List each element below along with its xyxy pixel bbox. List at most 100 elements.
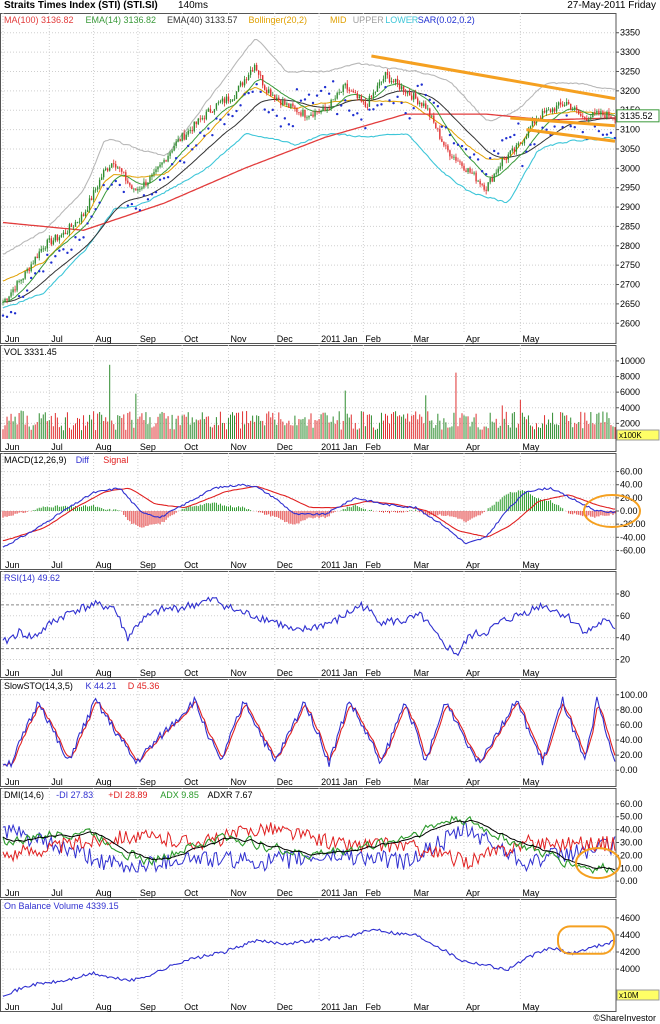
price-candle-body: [606, 111, 608, 119]
price-candle-body: [519, 143, 522, 145]
sar-dot: [134, 207, 138, 210]
month-label: Nov: [230, 777, 247, 787]
sar-dot: [191, 148, 194, 151]
sar-dot: [106, 187, 109, 191]
y-tick-label: 2000: [620, 418, 640, 428]
trendline: [371, 54, 616, 101]
sar-dot: [569, 125, 572, 128]
price-candle-body: [423, 103, 425, 106]
month-label: Jul: [51, 668, 63, 678]
sar-dot: [553, 125, 556, 128]
sar-dot: [62, 248, 65, 251]
price-candle-body: [141, 187, 143, 189]
sar-dot: [138, 209, 142, 212]
price-candle-body: [406, 92, 409, 94]
sar-dot: [94, 208, 97, 211]
price-candle-body: [398, 83, 401, 90]
y-tick-label: 2900: [620, 202, 640, 212]
price-candle-body: [189, 130, 191, 131]
price-candle-body: [197, 118, 199, 125]
price-candle-body: [491, 177, 493, 182]
sar-dot: [54, 255, 57, 258]
price-candle-body: [598, 110, 600, 115]
price-candle-body: [614, 117, 616, 120]
price-candle-body: [247, 74, 250, 80]
price-candle-body: [390, 81, 393, 83]
price-candle-body: [421, 102, 423, 106]
price-candle-body: [322, 107, 324, 111]
month-label: Mar: [414, 560, 430, 570]
price-candle-body: [82, 214, 85, 217]
sar-dot: [432, 101, 436, 104]
sar-dot: [525, 150, 528, 153]
sar-dot: [356, 112, 359, 115]
price-candle-body: [457, 160, 459, 162]
legend-item: On Balance Volume 4339.15: [4, 901, 119, 911]
price-candle-body: [171, 150, 173, 153]
month-label: Feb: [365, 1002, 381, 1012]
price-candle-body: [582, 115, 584, 118]
price-candle-body: [286, 103, 288, 105]
price-candle-body: [459, 161, 461, 163]
month-label: Feb: [365, 668, 381, 678]
y-tick-label: 2950: [620, 183, 640, 193]
month-label: Apr: [466, 334, 480, 344]
price-candle-body: [213, 109, 216, 113]
panel-stochastic: 0.00 20.00 40.00 60.00 80.00 100.00 Jun Jul Aug S…: [0, 679, 648, 787]
price-candle-body: [165, 160, 167, 162]
price-candle-body: [145, 181, 147, 186]
price-candle-body: [20, 280, 22, 282]
price-candle-body: [58, 237, 61, 241]
y-tick-label: 4600: [620, 913, 640, 923]
y-tick-label: 60.00: [620, 467, 643, 477]
price-candle-body: [437, 128, 439, 130]
month-label: Aug: [96, 1002, 112, 1012]
legend-item: Signal: [103, 455, 128, 465]
month-label: Jul: [51, 888, 63, 898]
price-candle-body: [219, 101, 222, 103]
price-candle-body: [300, 112, 302, 116]
price-candle-body: [302, 109, 304, 116]
price-candle-body: [356, 93, 359, 99]
price-candle-body: [241, 82, 244, 86]
price-candle-body: [306, 117, 308, 119]
sar-dot: [247, 91, 250, 95]
price-candle-body: [185, 134, 187, 140]
price-candle-body: [580, 113, 582, 116]
sar-dot: [86, 222, 89, 225]
y-tick-label: 40.00: [620, 735, 643, 745]
price-candle-body: [477, 180, 479, 182]
price-candle-body: [431, 115, 433, 117]
sar-dot: [25, 289, 29, 292]
month-label: May: [522, 560, 540, 570]
price-candle-body: [555, 105, 558, 112]
legend-item: VOL 3331.45: [4, 347, 57, 357]
sar-dot: [90, 215, 93, 218]
sar-dot: [126, 204, 130, 207]
sar-dot: [323, 85, 327, 89]
price-candle-body: [332, 99, 334, 101]
sar-dot: [303, 98, 307, 101]
month-label: Oct: [184, 442, 199, 452]
price-candle-body: [495, 172, 497, 174]
unit-badge: [616, 989, 660, 1001]
sar-dot: [251, 90, 254, 94]
price-candle-body: [18, 281, 20, 282]
price-candle-body: [179, 139, 181, 142]
price-candle-body: [513, 148, 516, 152]
sar-dot: [368, 108, 371, 111]
sar-dot: [130, 202, 134, 206]
panel-frame: [0, 679, 617, 787]
price-candle-body: [340, 91, 342, 93]
y-tick-label: 10.00: [620, 863, 643, 873]
price-candle-body: [392, 81, 395, 82]
sar-dot: [275, 114, 278, 118]
y-tick-label: 40: [620, 633, 630, 643]
legend-item: SlowSTO(14,3,5): [4, 681, 73, 691]
sar-dot: [597, 129, 601, 133]
month-label: May: [522, 668, 540, 678]
price-candle-body: [191, 130, 193, 132]
price-candle-body: [272, 94, 274, 96]
sar-dot: [207, 127, 210, 130]
sar-dot: [29, 276, 33, 280]
